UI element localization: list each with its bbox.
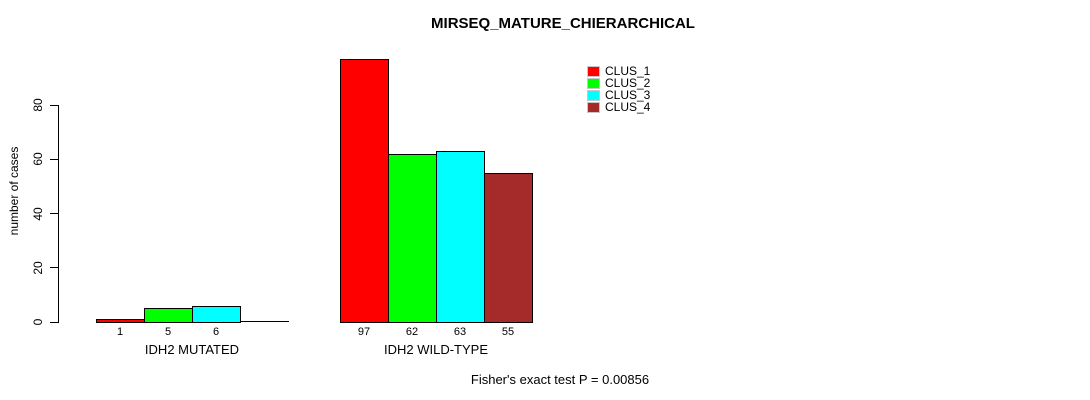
- legend-row-clus-2: CLUS_2: [587, 77, 650, 89]
- y-tick-label-60: 60: [31, 152, 45, 166]
- bar-clus-4-idh2-wild-type: [484, 172, 533, 323]
- y-tick-mark-20: [50, 267, 58, 269]
- fisher-test-annotation: Fisher's exact test P = 0.00856: [470, 372, 650, 387]
- bar-value-label-clus-3-idh2-mutated: 6: [212, 326, 220, 338]
- bar-clus-2-idh2-mutated: [144, 308, 193, 323]
- legend-swatch-clus-2: [587, 77, 600, 89]
- y-axis-title: number of cases: [7, 146, 21, 236]
- y-tick-mark-40: [50, 213, 58, 214]
- x-category-label-idh2-mutated: IDH2 MUTATED: [144, 342, 240, 357]
- legend-label-clus-1: CLUS_1: [605, 64, 651, 78]
- legend-swatch-clus-1: [587, 65, 600, 77]
- bar-value-label-clus-2-idh2-wild-type: 62: [405, 326, 419, 338]
- y-tick-label-20: 20: [31, 261, 45, 275]
- legend-label-clus-4: CLUS_4: [605, 100, 651, 114]
- bar-clus-4-idh2-mutated: [240, 321, 289, 322]
- y-tick-label-0: 0: [31, 318, 45, 326]
- bar-clus-3-idh2-mutated: [192, 305, 241, 323]
- y-tick-mark-60: [50, 158, 58, 160]
- legend-label-clus-2: CLUS_2: [605, 76, 651, 90]
- bar-value-label-clus-1-idh2-mutated: 1: [116, 326, 124, 338]
- y-tick-label-40: 40: [31, 206, 45, 221]
- y-axis-line: [58, 105, 59, 323]
- legend-row-clus-4: CLUS_4: [587, 101, 650, 113]
- bar-value-label-clus-4-idh2-wild-type: 55: [501, 326, 515, 338]
- legend-swatch-clus-3: [587, 89, 600, 101]
- bar-clus-3-idh2-wild-type: [436, 151, 485, 323]
- legend-row-clus-3: CLUS_3: [587, 89, 650, 101]
- legend-swatch-clus-4: [587, 101, 600, 113]
- bar-value-label-clus-1-idh2-wild-type: 97: [357, 326, 371, 338]
- legend-label-clus-3: CLUS_3: [605, 88, 651, 102]
- x-category-label-idh2-wild-type: IDH2 WILD-TYPE: [383, 342, 489, 357]
- y-tick-mark-0: [50, 321, 58, 323]
- bar-value-label-clus-3-idh2-wild-type: 63: [453, 326, 467, 338]
- y-tick-mark-80: [50, 104, 58, 106]
- bar-value-label-clus-2-idh2-mutated: 5: [164, 326, 172, 338]
- bar-clus-1-idh2-mutated: [96, 319, 145, 323]
- chart-title: MIRSEQ_MATURE_CHIERARCHICAL: [431, 15, 695, 32]
- bar-clus-2-idh2-wild-type: [388, 153, 437, 323]
- legend-row-clus-1: CLUS_1: [587, 65, 650, 77]
- bar-clus-1-idh2-wild-type: [340, 58, 389, 323]
- y-tick-label-80: 80: [31, 98, 45, 112]
